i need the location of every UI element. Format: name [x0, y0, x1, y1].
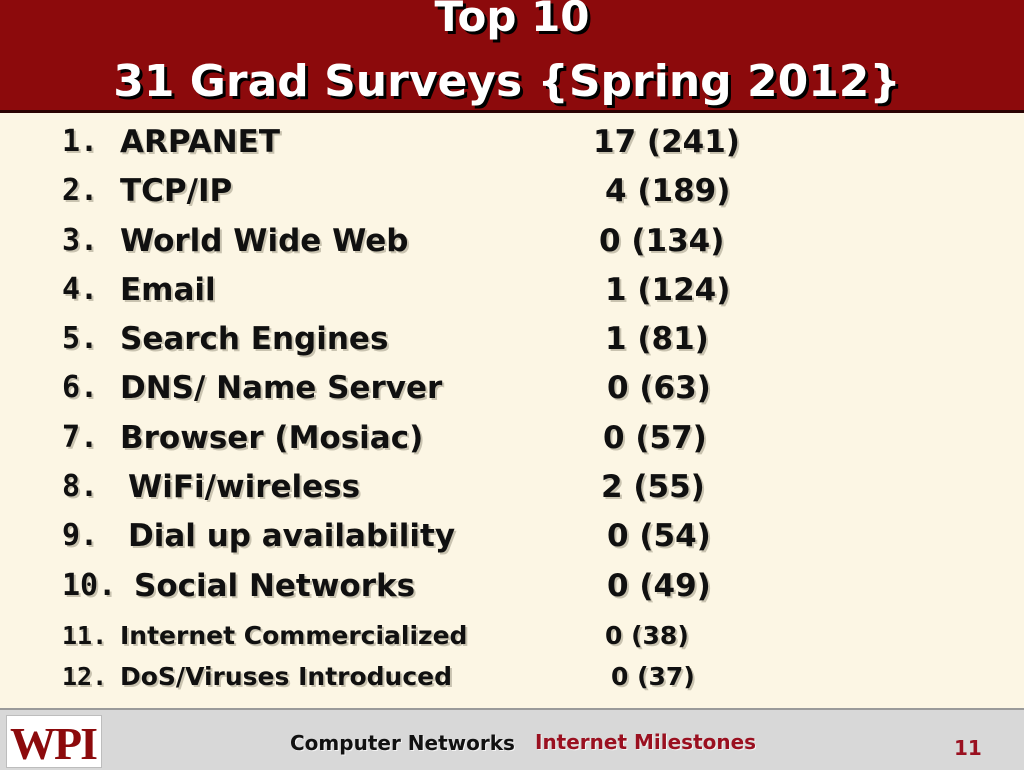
list-item: 4. Email 1 (124) — [0, 272, 1024, 321]
item-name: Internet Commercialized — [120, 620, 468, 650]
item-name: ARPANET — [120, 124, 280, 160]
item-value: 1 (124) — [605, 271, 731, 308]
page-number: 11 — [954, 736, 982, 760]
list-item: 7. Browser (Mosiac) 0 (57) — [0, 420, 1024, 469]
item-number: 9. — [62, 518, 99, 554]
item-number: 4. — [62, 271, 99, 307]
slide-subtitle: 31 Grad Surveys {Spring 2012} — [113, 56, 901, 107]
item-name: TCP/IP — [120, 173, 233, 210]
list-item: 6. DNS/ Name Server 0 (63) — [0, 370, 1024, 419]
list-item: 10. Social Networks 0 (49) — [0, 568, 1024, 617]
item-name: DoS/Viruses Introduced — [120, 661, 453, 691]
item-number: 5. — [62, 321, 99, 357]
item-number: 8. — [62, 469, 99, 505]
footer-bar: WPI Computer Networks Internet Milestone… — [0, 708, 1024, 770]
list-item: 12. DoS/Viruses Introduced 0 (37) — [0, 658, 1024, 699]
title-bar: Top 10 31 Grad Surveys {Spring 2012} — [0, 0, 1024, 113]
list-item: 2. TCP/IP 4 (189) — [0, 173, 1024, 222]
item-number: 3. — [62, 222, 99, 258]
item-value: 4 (189) — [605, 173, 731, 210]
lecture-topic: Internet Milestones — [535, 730, 757, 754]
logo-text: WPI — [10, 718, 98, 769]
item-number: 2. — [62, 173, 99, 209]
item-name: WiFi/wireless — [128, 469, 361, 506]
list-item: 8. WiFi/wireless 2 (55) — [0, 469, 1024, 518]
item-name: Browser (Mosiac) — [120, 419, 424, 456]
item-name: Email — [120, 271, 216, 308]
item-number: 11. — [62, 620, 108, 650]
item-number: 7. — [62, 419, 99, 455]
item-number: 6. — [62, 370, 99, 406]
item-number: 12. — [62, 661, 108, 691]
item-value: 1 (81) — [605, 321, 709, 358]
item-value: 0 (54) — [607, 518, 711, 555]
item-number: 10. — [62, 567, 117, 603]
slide-title: Top 10 — [434, 0, 590, 41]
item-value: 0 (134) — [599, 222, 725, 259]
item-name: DNS/ Name Server — [120, 370, 443, 407]
item-name: World Wide Web — [120, 222, 409, 259]
item-value: 17 (241) — [593, 124, 740, 160]
list-item: 5. Search Engines 1 (81) — [0, 321, 1024, 370]
item-name: Dial up availability — [128, 518, 456, 555]
item-value: 0 (63) — [607, 370, 711, 407]
list-item: 1. ARPANET 17 (241) — [0, 124, 1024, 173]
item-value: 2 (55) — [601, 469, 705, 506]
list-item: 9. Dial up availability 0 (54) — [0, 518, 1024, 567]
wpi-logo: WPI — [6, 715, 102, 769]
item-value: 0 (38) — [605, 620, 689, 650]
list-item: 3. World Wide Web 0 (134) — [0, 223, 1024, 272]
course-name: Computer Networks — [290, 731, 515, 755]
item-name: Social Networks — [134, 567, 416, 604]
item-number: 1. — [62, 124, 99, 159]
item-value: 0 (57) — [603, 419, 707, 456]
item-value: 0 (49) — [607, 567, 711, 604]
ranked-list: 1. ARPANET 17 (241) 2. TCP/IP 4 (189) 3.… — [0, 124, 1024, 699]
item-name: Search Engines — [120, 321, 389, 358]
item-value: 0 (37) — [611, 661, 695, 691]
list-item: 11. Internet Commercialized 0 (38) — [0, 617, 1024, 658]
